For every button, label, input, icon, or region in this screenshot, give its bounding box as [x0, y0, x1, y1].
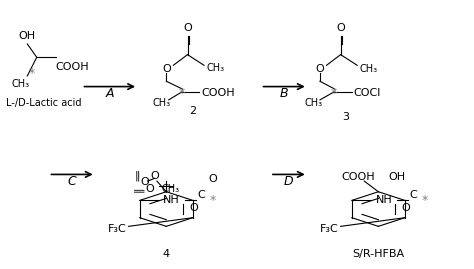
Text: O: O	[336, 23, 345, 33]
Text: O: O	[146, 184, 154, 194]
Text: D: D	[284, 175, 294, 188]
Text: CH₃: CH₃	[153, 98, 171, 108]
Text: O: O	[190, 203, 198, 213]
Text: *: *	[210, 194, 216, 207]
Text: O: O	[162, 64, 171, 74]
Text: *: *	[179, 87, 185, 100]
Text: *: *	[422, 194, 428, 207]
Text: O: O	[141, 178, 149, 187]
Text: CH₃: CH₃	[359, 64, 378, 74]
Text: S/R-HFBA: S/R-HFBA	[352, 249, 404, 259]
Text: *: *	[331, 87, 337, 100]
Text: O: O	[183, 23, 192, 33]
Text: B: B	[280, 87, 289, 100]
Text: O: O	[209, 174, 217, 184]
Text: C: C	[197, 190, 205, 200]
Text: ‖: ‖	[134, 171, 140, 181]
Text: A: A	[106, 87, 114, 100]
Text: OH: OH	[19, 31, 36, 41]
Text: COOH: COOH	[55, 62, 89, 72]
Text: COCl: COCl	[354, 88, 381, 98]
Text: CH₃: CH₃	[304, 98, 322, 108]
Text: *: *	[29, 67, 35, 80]
Text: C: C	[68, 175, 76, 188]
Text: CH₃: CH₃	[206, 63, 225, 73]
Text: OH: OH	[389, 172, 406, 182]
Text: NH: NH	[375, 195, 392, 206]
Text: CH₃: CH₃	[162, 184, 180, 194]
Text: NH: NH	[164, 195, 180, 206]
Text: C: C	[409, 190, 417, 200]
Text: 3: 3	[342, 112, 349, 122]
Text: 2: 2	[189, 105, 196, 116]
Text: O: O	[150, 171, 159, 181]
Text: ‖: ‖	[133, 186, 143, 192]
Text: F₃C: F₃C	[108, 224, 126, 234]
Text: O: O	[401, 203, 410, 213]
Text: COOH: COOH	[201, 88, 235, 98]
Text: F₃C: F₃C	[319, 224, 338, 234]
Text: O: O	[316, 64, 324, 74]
Text: COOH: COOH	[342, 172, 375, 182]
Text: CH₃: CH₃	[11, 79, 29, 89]
Text: 4: 4	[163, 249, 170, 259]
Text: L-/D-Lactic acid: L-/D-Lactic acid	[6, 98, 82, 108]
